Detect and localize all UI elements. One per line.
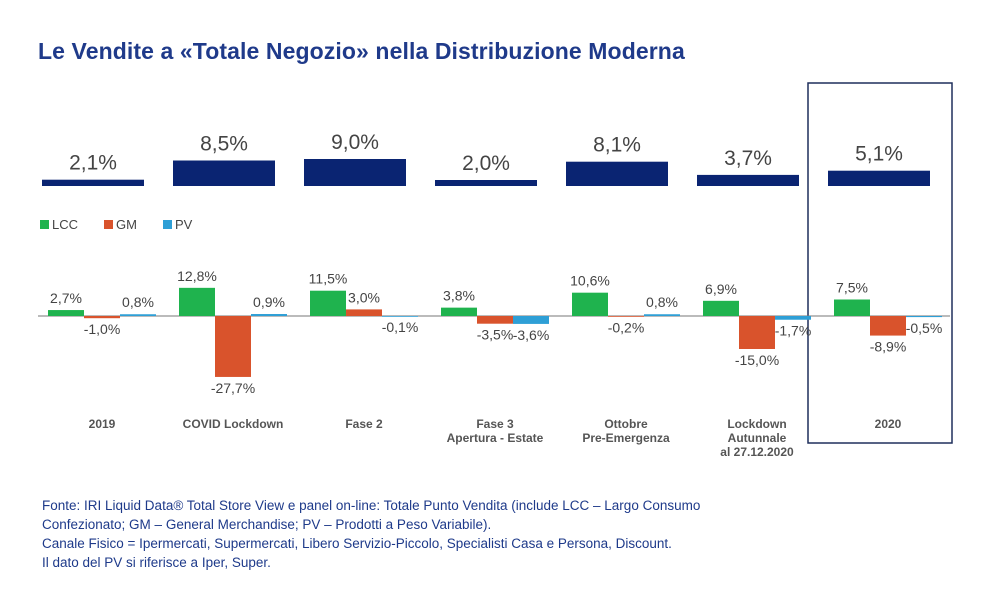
bar-label-gm: -27,7% [211,380,255,396]
bar-lcc [441,307,477,316]
bar-label-gm: -1,0% [84,321,121,337]
bar-pv [906,316,942,318]
bar-label-gm: 3,0% [348,289,380,305]
bar-label-lcc: 10,6% [570,273,610,289]
bar-label-pv: -3,6% [513,327,550,343]
legend-label-gm: GM [116,217,137,232]
bar-gm [739,316,775,349]
category-label: COVID Lockdown [183,417,284,431]
category-label: Fase 3 [476,417,514,431]
footnote-line-4: Il dato del PV si riferisce a Iper, Supe… [42,555,271,570]
total-value-label: 8,5% [200,133,248,156]
bar-label-pv: 0,8% [646,294,678,310]
bar-pv [120,314,156,316]
category-label: al 27.12.2020 [720,445,794,459]
highlight-box [807,82,953,444]
category-label: Apertura - Estate [447,431,544,445]
total-value-label: 5,1% [855,143,903,166]
category-label: 2019 [89,417,116,431]
total-bar [173,160,275,186]
bar-label-gm: -15,0% [735,352,779,368]
bar-label-pv: -0,1% [382,319,419,335]
bar-gm [477,316,513,324]
category-label: Ottobre [604,417,648,431]
total-bar [435,180,537,186]
legend-swatch-lcc [40,220,49,229]
total-bar [828,170,930,186]
bar-gm [215,316,251,377]
bar-label-lcc: 3,8% [443,288,475,304]
total-bar [566,161,668,186]
legend-label-pv: PV [175,217,193,232]
legend-swatch-pv [163,220,172,229]
footnote-line-3: Canale Fisico = Ipermercati, Supermercat… [42,536,672,551]
total-bar [697,174,799,186]
bar-pv [513,316,549,324]
bar-pv [775,316,811,320]
bar-gm [346,309,382,316]
total-bar [42,179,144,186]
bar-label-lcc: 11,5% [309,271,348,287]
footnote-line-1: Fonte: IRI Liquid Data® Total Store View… [42,498,701,513]
sales-chart: 2,1%8,5% 9,0%2,0%8,1%3,7% 5,1%LCC GM PV2,7%-… [38,82,953,459]
bar-gm [84,316,120,319]
bar-label-gm: -8,9% [870,339,907,355]
bar-lcc [834,299,870,316]
bar-lcc [179,287,215,316]
bar-label-lcc: 6,9% [705,281,737,297]
bar-pv [382,316,418,317]
total-value-label: 2,0% [462,152,510,175]
bar-label-pv: 0,9% [253,294,285,310]
bar-gm [870,316,906,336]
total-value-label: 9,0% [331,131,379,154]
bar-pv [644,314,680,316]
bar-label-pv: 0,8% [122,294,154,310]
bar-gm [608,316,644,317]
category-label: 2020 [875,417,902,431]
bar-label-lcc: 2,7% [50,290,82,306]
total-bar [304,159,406,186]
category-label: Lockdown [727,417,786,431]
legend-swatch-gm [104,220,113,229]
bar-lcc [48,310,84,316]
bar-label-gm: -3,5% [477,327,514,343]
bar-label-gm: -0,2% [608,319,645,335]
footnote: Fonte: IRI Liquid Data® Total Store View… [42,496,942,572]
bar-lcc [310,290,346,316]
bar-label-pv: -1,7% [775,323,812,339]
page-title: Le Vendite a «Totale Negozio» nella Dist… [38,38,685,64]
footnote-line-2: Confezionato; GM – General Merchandise; … [42,517,492,532]
bar-label-lcc: 12,8% [177,268,217,284]
bar-lcc [572,292,608,316]
bar-label-pv: -0,5% [906,320,943,336]
legend-label-lcc: LCC [52,217,78,232]
total-value-label: 2,1% [69,152,117,175]
bar-label-lcc: 7,5% [836,280,868,296]
category-label: Pre-Emergenza [582,431,670,445]
total-value-label: 8,1% [593,134,641,157]
bar-lcc [703,300,739,316]
category-label: Fase 2 [345,417,383,431]
bar-pv [251,314,287,316]
total-value-label: 3,7% [724,147,772,170]
category-label: Autunnale [728,431,787,445]
